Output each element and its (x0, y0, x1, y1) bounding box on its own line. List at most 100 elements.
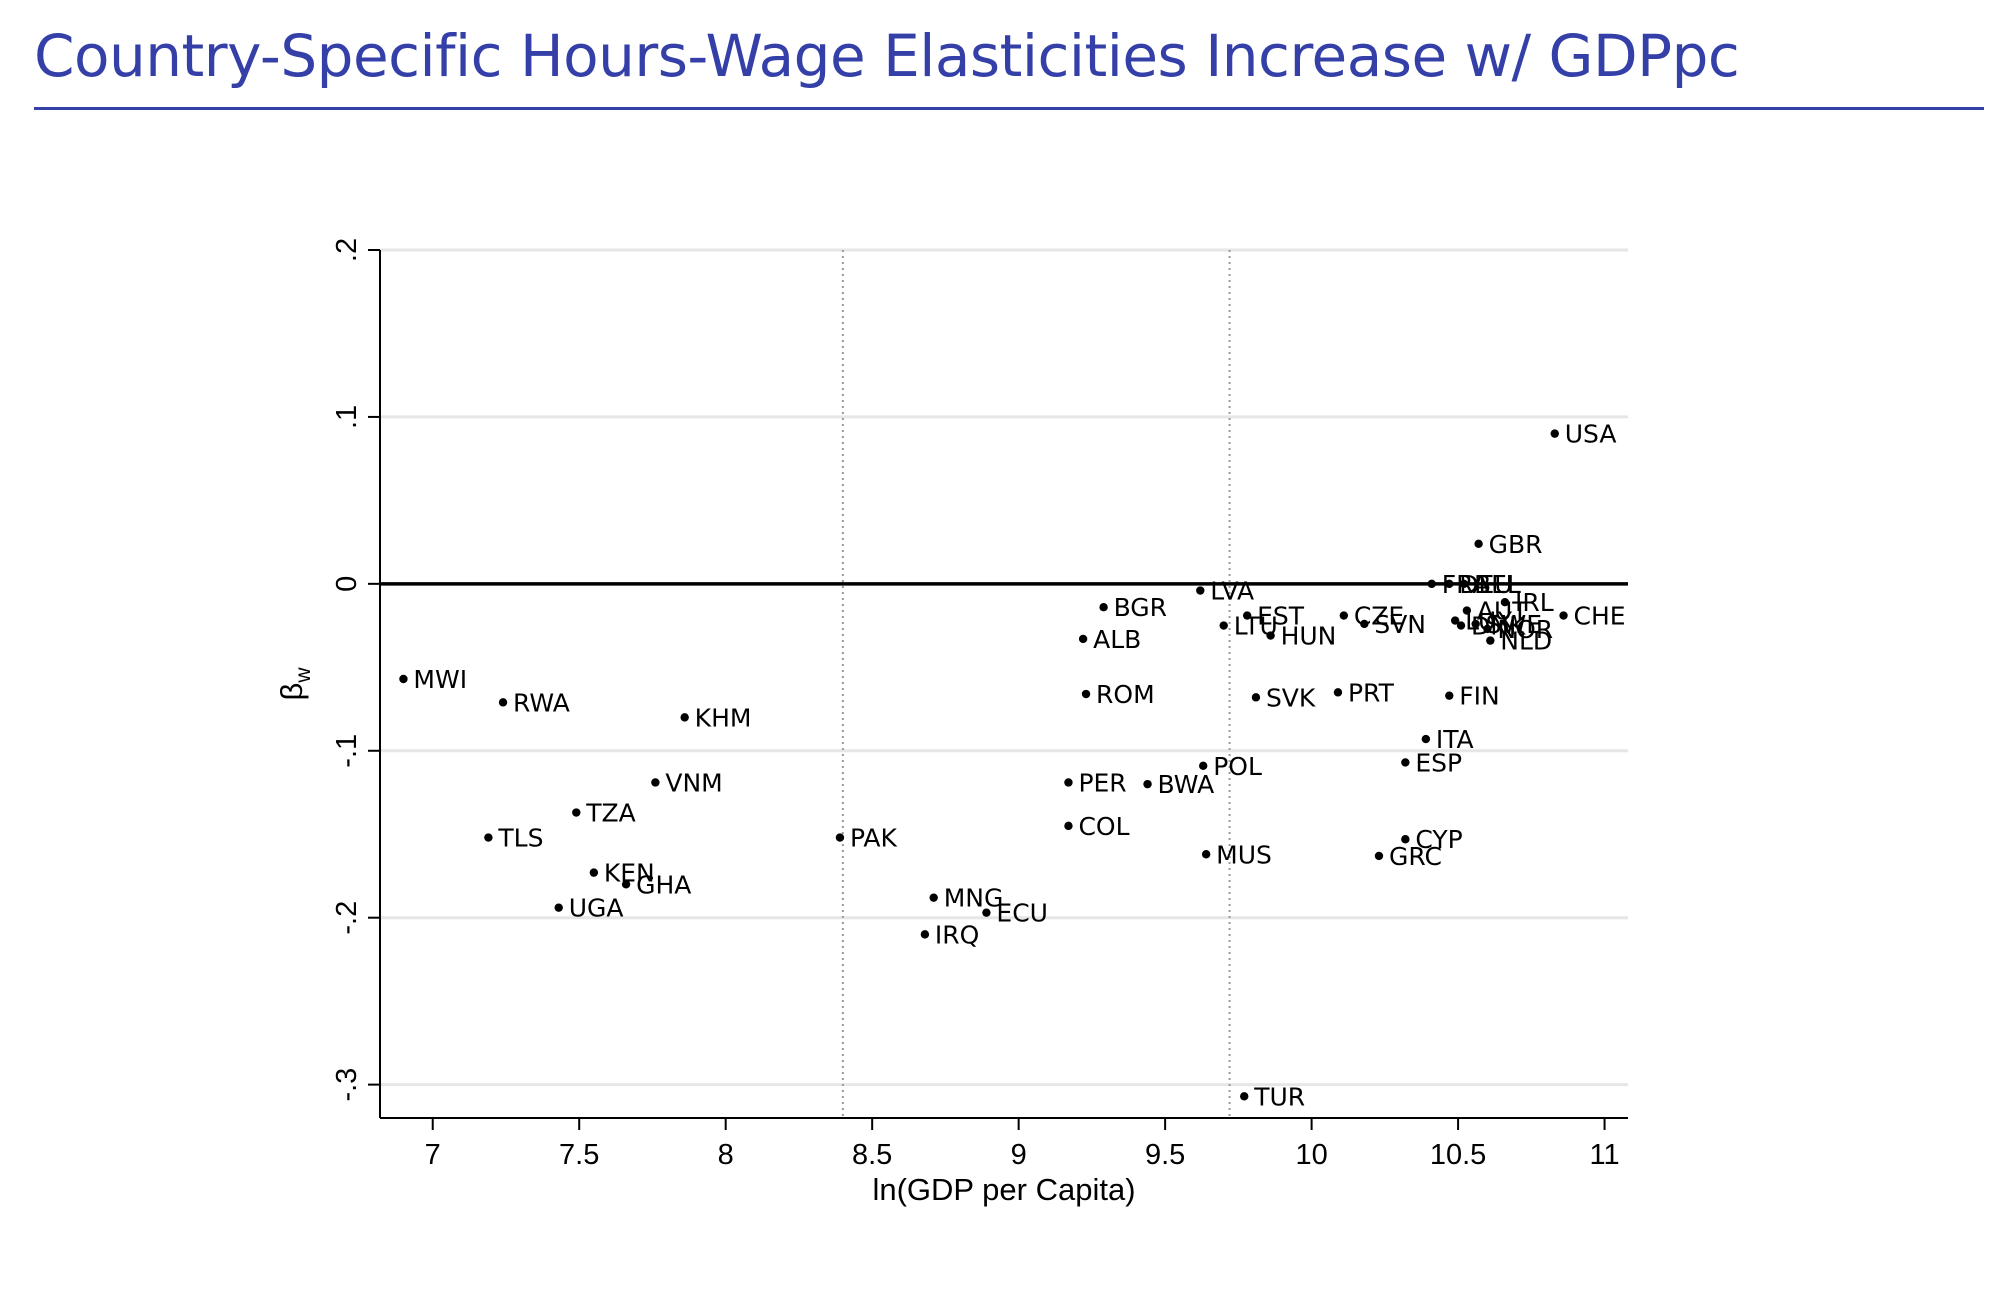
data-point (589, 868, 599, 877)
x-tick-label: 9 (1011, 1139, 1027, 1171)
data-point (399, 674, 408, 684)
point-label: UGA (569, 894, 624, 923)
y-ticks: .2 .1 0 -.1 -.2 -.3 (331, 238, 380, 1102)
point-label: RWA (513, 688, 570, 717)
data-point (1421, 734, 1431, 744)
data-point (1427, 579, 1436, 589)
point-label: BWA (1158, 770, 1215, 799)
data-point (1456, 621, 1466, 630)
x-tick-label: 7.5 (559, 1139, 599, 1171)
point-label: BGR (1114, 593, 1167, 622)
y-tick-label: -.2 (331, 901, 363, 935)
y-tick-label: 0 (331, 576, 363, 592)
point-label: PER (1078, 768, 1126, 797)
data-point (1401, 758, 1410, 767)
data-point (1081, 689, 1091, 699)
data-point (484, 833, 493, 842)
x-tick-label: 7 (425, 1139, 441, 1171)
reference-vlines (841, 250, 1231, 1118)
point-label: ROM (1096, 680, 1155, 709)
point-label: ITA (1436, 725, 1474, 754)
data-point (1445, 691, 1454, 700)
data-point (835, 833, 845, 842)
point-label: GBR (1489, 530, 1543, 559)
point-label: NLD (1500, 627, 1552, 656)
data-point (554, 903, 563, 912)
slide-title: Country-Specific Hours-Wage Elasticities… (34, 22, 1740, 90)
data-point (1201, 850, 1211, 859)
data-point (1064, 778, 1073, 787)
point-label: COL (1078, 812, 1129, 841)
data-point (1559, 611, 1568, 620)
x-tick-label: 11 (1590, 1139, 1620, 1171)
y-axis-title-sub: w (292, 667, 315, 684)
x-tick-label: 8.5 (852, 1139, 892, 1171)
data-point (498, 698, 508, 707)
data-point (1251, 693, 1261, 702)
point-label: MWI (413, 665, 467, 694)
data-point (1450, 616, 1460, 625)
point-label: CYP (1415, 825, 1462, 854)
data-point (1550, 429, 1559, 438)
data-point (1486, 636, 1495, 645)
data-point (1401, 835, 1410, 844)
data-point (1483, 624, 1492, 634)
data-point (1339, 611, 1349, 620)
data-point (1078, 634, 1088, 644)
data-point (1199, 761, 1208, 770)
title-underline (34, 107, 1984, 110)
point-label: ECU (996, 899, 1048, 928)
data-point (929, 893, 938, 902)
data-point (1240, 1092, 1249, 1101)
data-point (621, 880, 631, 889)
x-tick-label: 8 (718, 1139, 734, 1171)
x-tick-label: 9.5 (1145, 1139, 1185, 1171)
data-point (1242, 611, 1252, 620)
gridlines (380, 248, 1628, 1087)
x-tick-label: 10.5 (1430, 1139, 1486, 1171)
data-point (1266, 631, 1275, 640)
point-label: IRL (1515, 588, 1554, 617)
point-label: TLS (497, 824, 543, 853)
data-point (1333, 688, 1343, 697)
point-label: VNM (665, 768, 722, 797)
point-label: DEU (1459, 570, 1512, 599)
data-point (1064, 821, 1073, 831)
point-label: NOR (1497, 615, 1553, 644)
y-tick-label: -.3 (331, 1068, 363, 1102)
point-label: HUN (1281, 622, 1337, 651)
data-point (1471, 619, 1480, 629)
x-axis-title: ln(GDP per Capita) (872, 1172, 1135, 1207)
point-label: LVA (1210, 577, 1254, 606)
x-tick-label: 10 (1295, 1139, 1327, 1171)
point-label: AUT (1477, 597, 1528, 626)
data-point (920, 930, 930, 939)
axes (379, 250, 1628, 1119)
point-label: USA (1565, 420, 1617, 449)
point-label: PRT (1348, 678, 1395, 707)
point-label: KHM (695, 703, 752, 732)
data-point (1474, 539, 1483, 548)
y-axis-title: βw (274, 667, 315, 701)
point-label: PAK (850, 824, 898, 853)
point-label: SVN (1374, 610, 1426, 639)
point-label: TUR (1253, 1082, 1305, 1111)
data-point (1459, 579, 1469, 589)
point-label: ESP (1415, 748, 1462, 777)
point-label: POL (1213, 752, 1262, 781)
point-label: IRQ (935, 920, 979, 949)
data-point (982, 908, 991, 917)
point-label: EST (1257, 602, 1305, 631)
y-tick-label: .1 (331, 405, 363, 429)
y-axis-title-main: β (274, 683, 309, 701)
data-point (680, 713, 689, 722)
point-label: ALB (1093, 625, 1141, 654)
data-point (1374, 851, 1384, 861)
point-label: DNK (1471, 612, 1526, 641)
point-label: MNG (944, 884, 1004, 913)
data-point (1196, 586, 1205, 595)
point-label: GRC (1389, 842, 1442, 871)
data-point (1219, 621, 1228, 630)
data-point (1099, 603, 1108, 612)
